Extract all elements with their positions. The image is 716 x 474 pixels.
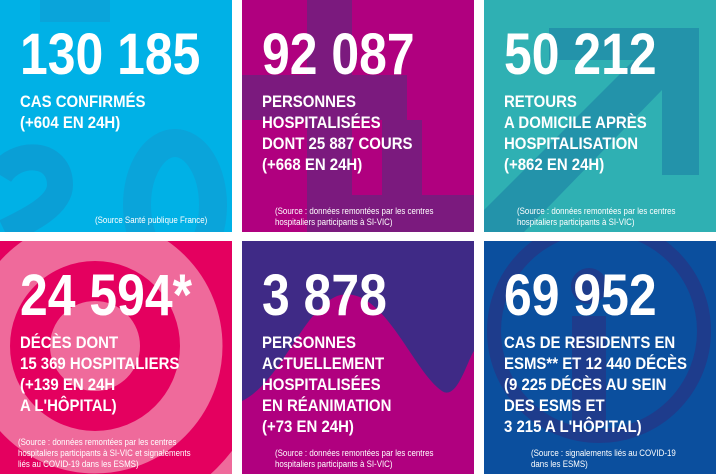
label-line: HOSPITALISATION [504,134,639,153]
source-line: (Source : données remontées par les cent… [18,437,177,447]
stat-number: 130 185 [20,22,201,87]
source-line: (Source : signalements liés au COVID-19 [531,448,676,458]
label-line: CAS DE RESIDENTS EN [504,333,676,352]
label-line: RETOURS [504,92,577,111]
label-line: DONT 25 887 COURS [262,134,413,153]
decorative-plus-shape [242,0,474,232]
label-line: 15 369 HOSPITALIERS [20,354,180,373]
label-line: HOSPITALISÉES [262,375,381,394]
decorative-info-icon [487,241,711,443]
source-line: hospitaliers participants à SI-VIC) [517,217,635,227]
label-line: ACTUELLEMENT [262,354,385,373]
source-note: (Source Santé publique France) [95,215,207,226]
stat-label: CAS CONFIRMÉS (+604 EN 24H) [20,91,146,133]
tile-esms-residents: 69 952 CAS DE RESIDENTS EN ESMS** ET 12 … [484,241,716,474]
source-line: dans les ESMS) [531,459,588,469]
stat-label: DÉCÈS DONT 15 369 HOSPITALIERS (+139 EN … [20,332,179,416]
label-line: PERSONNES [262,333,356,352]
label-line: EN RÉANIMATION [262,396,392,415]
source-line: hospitaliers participants à SI-VIC et si… [18,448,191,458]
stat-number: 69 952 [504,263,657,328]
stat-number: 92 087 [262,22,415,87]
decorative-arrow-icon [484,28,699,232]
stat-number: 24 594* [20,263,192,328]
source-note: (Source : données remontées par les cent… [18,437,191,470]
source-note: (Source : données remontées par les cent… [275,206,433,228]
label-line: DÉCÈS DONT [20,333,119,352]
label-line: (9 225 DÉCÈS AU SEIN [504,375,667,394]
decorative-wave-shape [242,294,474,474]
stat-label: PERSONNES HOSPITALISÉES DONT 25 887 COUR… [262,91,412,175]
tile-returns-home: 50 212 RETOURS A DOMICILE APRÈS HOSPITAL… [484,0,716,232]
label-line: A L'HÔPITAL) [20,396,117,415]
label-line: (+604 EN 24H) [20,113,121,132]
label-line: (+668 EN 24H) [262,155,363,174]
label-line: HOSPITALISÉES [262,113,381,132]
tile-intensive-care: 3 878 PERSONNES ACTUELLEMENT HOSPITALISÉ… [242,241,474,474]
tile-confirmed-cases: 130 185 CAS CONFIRMÉS (+604 EN 24H) (Sou… [0,0,232,232]
label-line: A DOMICILE APRÈS [504,113,647,132]
label-line: (+73 EN 24H) [262,417,354,436]
source-note: (Source : données remontées par les cent… [517,206,675,228]
stat-number: 50 212 [504,22,657,87]
label-line: (+862 EN 24H) [504,155,605,174]
label-line: 3 215 A L'HÔPITAL) [504,417,642,436]
source-line: (Source : données remontées par les cent… [517,206,676,216]
stat-label: PERSONNES ACTUELLEMENT HOSPITALISÉES EN … [262,332,391,437]
tile-hospitalized: 92 087 PERSONNES HOSPITALISÉES DONT 25 8… [242,0,474,232]
source-note: (Source : données remontées par les cent… [275,448,433,470]
source-line: (Source Santé publique France) [95,215,208,225]
label-line: CAS CONFIRMÉS [20,92,146,111]
stat-number: 3 878 [262,263,387,328]
stat-label: CAS DE RESIDENTS EN ESMS** ET 12 440 DÉC… [504,332,687,437]
label-line: PERSONNES [262,92,356,111]
decorative-target-rings [0,241,232,474]
tile-deaths: 24 594* DÉCÈS DONT 15 369 HOSPITALIERS (… [0,241,232,474]
source-line: (Source : données remontées par les cent… [275,206,434,216]
label-line: DES ESMS ET [504,396,605,415]
decorative-digits-shape [0,0,227,232]
label-line: (+139 EN 24H [20,375,116,394]
source-line: liés au COVID-19 dans les ESMS) [18,459,139,469]
label-line: ESMS** ET 12 440 DÉCÈS [504,354,687,373]
stat-label: RETOURS A DOMICILE APRÈS HOSPITALISATION… [504,91,647,175]
source-line: (Source : données remontées par les cent… [275,448,434,458]
source-line: hospitaliers participants à SI-VIC) [275,459,393,469]
source-note: (Source : signalements liés au COVID-19 … [531,448,676,470]
source-line: hospitaliers participants à SI-VIC) [275,217,393,227]
